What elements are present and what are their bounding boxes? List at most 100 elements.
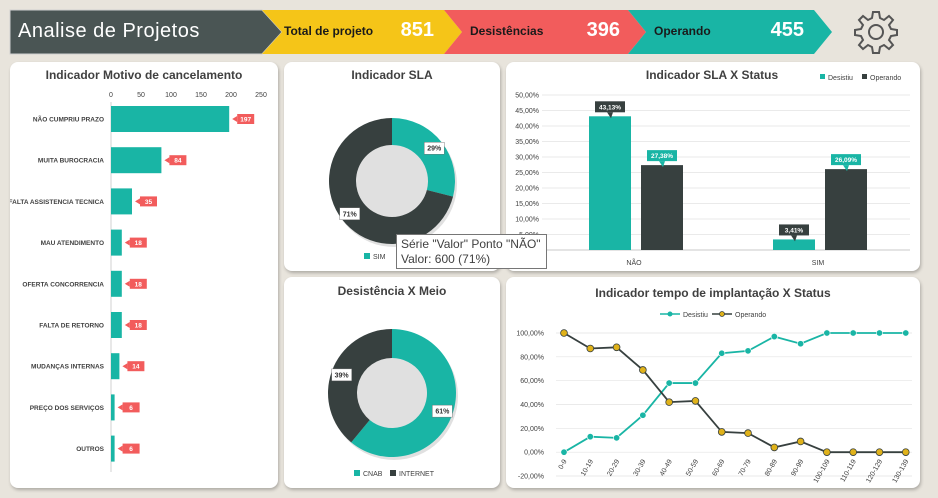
donut-slice bbox=[328, 329, 392, 443]
chart-sla: Indicador SLA 29% 71% SIM bbox=[329, 68, 457, 261]
legend-cnab-label: CNAB bbox=[363, 471, 383, 478]
data-point bbox=[665, 398, 673, 406]
data-point bbox=[849, 329, 857, 337]
bar bbox=[111, 147, 162, 174]
legend-tempo-desistiu: Desistiu bbox=[683, 312, 708, 319]
legend-sim-swatch bbox=[364, 253, 370, 259]
x-tick-label: 70-79 bbox=[738, 458, 753, 477]
x-tick-label: 250 bbox=[255, 92, 267, 99]
bar bbox=[589, 116, 631, 250]
panel-tempo: Indicador tempo de implantação X Status … bbox=[506, 277, 920, 488]
x-tick-label: 100 bbox=[165, 92, 177, 99]
data-point bbox=[902, 329, 910, 337]
y-tick-label: 35,00% bbox=[515, 139, 539, 146]
bar bbox=[111, 435, 115, 462]
data-label-bg bbox=[122, 443, 140, 454]
data-point bbox=[612, 343, 621, 352]
kpi-operando-label: Operando bbox=[654, 24, 711, 38]
data-label-bg bbox=[169, 155, 187, 166]
data-label: 197 bbox=[240, 117, 251, 124]
chart-meio: Desistência X Meio 61% 39% CNAB INTERNET bbox=[328, 284, 458, 478]
data-label: 26,09% bbox=[835, 157, 857, 164]
x-tick-label: 150 bbox=[195, 92, 207, 99]
data-point bbox=[586, 344, 595, 353]
data-point bbox=[875, 329, 883, 337]
data-label-pointer bbox=[117, 404, 123, 411]
data-point bbox=[770, 333, 778, 341]
data-label-bg bbox=[831, 154, 861, 166]
data-point bbox=[639, 411, 647, 419]
x-tick-label: 20-29 bbox=[606, 458, 621, 477]
bar bbox=[111, 188, 132, 215]
data-point bbox=[691, 379, 699, 387]
bar bbox=[111, 106, 230, 132]
tooltip-line-1: Série "Valor" Ponto "NÃO" bbox=[401, 237, 541, 251]
data-label: 18 bbox=[135, 281, 143, 288]
data-label-pointer bbox=[117, 445, 123, 452]
data-label-pointer bbox=[232, 116, 238, 122]
data-label-pointer bbox=[164, 157, 170, 164]
y-tick-label: 100,00% bbox=[516, 331, 544, 338]
chart-tempo-title: Indicador tempo de implantação X Status bbox=[595, 286, 831, 300]
data-point bbox=[849, 448, 857, 456]
data-point bbox=[901, 448, 910, 456]
header-ribbon bbox=[9, 9, 832, 55]
data-label-bg bbox=[595, 101, 625, 113]
y-tick-label: 80,00% bbox=[520, 354, 544, 361]
data-label: 6 bbox=[129, 446, 133, 453]
x-category-label: NÃO bbox=[626, 258, 642, 267]
header: Analise de Projetos Total de projeto 851… bbox=[0, 0, 938, 60]
x-tick-label: 30-39 bbox=[633, 458, 648, 477]
data-label: 61% bbox=[435, 409, 450, 416]
data-label-pointer bbox=[659, 161, 665, 168]
chart-motivo-title: Indicador Motivo de cancelamento bbox=[46, 68, 243, 82]
x-category-label: SIM bbox=[812, 260, 825, 267]
y-tick-label: 50,00% bbox=[515, 93, 539, 100]
data-point bbox=[691, 397, 700, 405]
chart-sla-title: Indicador SLA bbox=[351, 68, 433, 82]
donut-slice bbox=[351, 329, 456, 457]
data-point bbox=[639, 366, 647, 374]
x-tick-label: 50-59 bbox=[685, 458, 700, 477]
data-label: 18 bbox=[135, 240, 143, 247]
kpi-desist-bg bbox=[444, 10, 646, 54]
legend-marker-desistiu bbox=[667, 311, 673, 317]
data-label-bg bbox=[127, 361, 145, 372]
y-tick-label: 0,00% bbox=[524, 450, 544, 457]
data-label-bg bbox=[129, 237, 147, 248]
x-tick-label: 40-49 bbox=[659, 458, 674, 477]
data-point bbox=[823, 448, 831, 456]
x-tick-label: 50 bbox=[137, 92, 145, 99]
data-point bbox=[797, 340, 805, 348]
y-tick-label: 60,00% bbox=[520, 378, 544, 385]
data-label: 6 bbox=[129, 405, 133, 412]
gear-icon[interactable] bbox=[852, 8, 900, 56]
data-point bbox=[613, 434, 621, 442]
legend-tempo-operando: Operando bbox=[735, 312, 766, 319]
data-label-bg bbox=[237, 114, 255, 124]
y-tick-label: 20,00% bbox=[515, 186, 539, 193]
donut-slice bbox=[329, 118, 454, 245]
data-label-bg bbox=[432, 404, 453, 418]
data-label-pointer bbox=[607, 112, 613, 119]
data-label: 43,13% bbox=[599, 104, 621, 111]
data-label: 71% bbox=[343, 211, 358, 218]
bar bbox=[111, 229, 122, 256]
legend-sim-label: SIM bbox=[373, 254, 386, 261]
legend-cnab-swatch bbox=[354, 470, 360, 476]
y-tick-label: 30,00% bbox=[515, 155, 539, 162]
y-tick-label: 25,00% bbox=[515, 170, 539, 177]
x-tick-label: 0-9 bbox=[558, 458, 569, 470]
data-point bbox=[586, 433, 594, 441]
data-point bbox=[796, 437, 805, 446]
legend-desistiu-label: Desistiu bbox=[828, 75, 853, 82]
data-label-bg bbox=[122, 402, 140, 413]
y-tick-label: 45,00% bbox=[515, 108, 539, 115]
y-tick-label: -20,00% bbox=[518, 474, 544, 481]
x-tick-label: 90-99 bbox=[790, 458, 805, 477]
data-point bbox=[744, 347, 752, 355]
chart-sla-status-title: Indicador SLA X Status bbox=[646, 68, 779, 82]
data-point bbox=[717, 428, 726, 436]
category-label: FALTA ASSISTENCIA TECNICA bbox=[10, 199, 104, 206]
series-line bbox=[563, 332, 906, 453]
